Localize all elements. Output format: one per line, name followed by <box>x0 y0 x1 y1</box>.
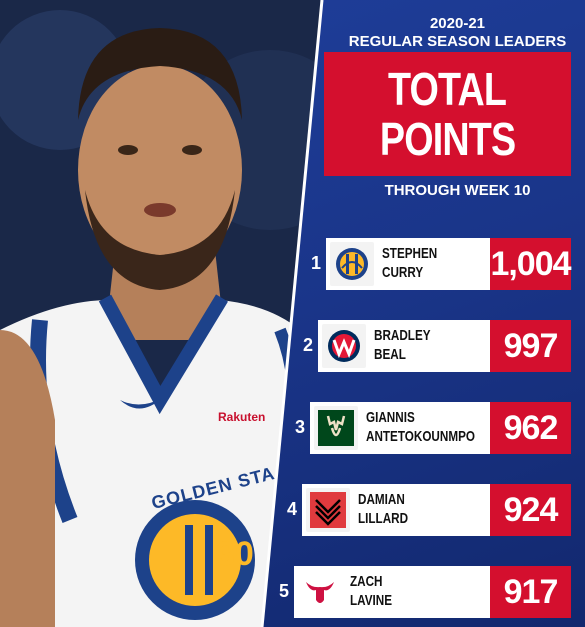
points-value: 917 <box>490 566 571 618</box>
player-first-name: DAMIAN <box>358 491 405 508</box>
title-line-1: TOTAL <box>388 63 507 115</box>
player-name-box: DAMIAN LILLARD <box>302 484 490 536</box>
title-line-2: POINTS <box>379 113 516 165</box>
rank-number: 3 <box>294 417 305 437</box>
player-last-name: LAVINE <box>350 592 393 609</box>
title-banner: TOTAL POINTS <box>324 52 571 176</box>
points-value: 962 <box>490 402 571 454</box>
subtitle-label: REGULAR SEASON LEADERS <box>348 33 567 50</box>
warriors-logo-icon <box>330 242 374 286</box>
player-name-box: STEPHEN CURRY <box>326 238 490 290</box>
leader-row: 1 STEPHEN CURRY 1,004 <box>0 238 585 290</box>
player-name-box: BRADLEY BEAL <box>318 320 490 372</box>
bucks-logo-icon <box>314 406 358 450</box>
trail-blazers-logo-icon <box>306 488 350 532</box>
player-first-name: GIANNIS <box>366 409 415 426</box>
rank-number: 1 <box>310 253 321 273</box>
player-last-name: ANTETOKOUNMPO <box>366 428 475 445</box>
player-first-name: ZACH <box>350 573 383 590</box>
through-week-label: THROUGH WEEK 10 <box>384 182 531 199</box>
rank-number: 5 <box>278 581 289 601</box>
player-name: BRADLEY BEAL <box>374 326 431 364</box>
season-label: 2020-21 <box>429 15 486 32</box>
player-last-name: LILLARD <box>358 510 409 527</box>
player-name-box: GIANNIS ANTETOKOUNMPO <box>310 402 490 454</box>
player-name-box: ZACH LAVINE <box>294 566 490 618</box>
sponsor-patch: Rakuten <box>218 410 266 424</box>
rank-number: 4 <box>286 499 297 519</box>
points-value: 997 <box>490 320 571 372</box>
player-name: GIANNIS ANTETOKOUNMPO <box>366 408 475 446</box>
wizards-logo-icon <box>322 324 366 368</box>
player-first-name: BRADLEY <box>374 327 431 344</box>
jersey-number: 30 <box>216 535 254 573</box>
rank-number: 2 <box>302 335 313 355</box>
leader-row: 4 DAMIAN LILLARD 924 <box>0 484 585 536</box>
player-first-name: STEPHEN <box>382 245 438 262</box>
player-name: STEPHEN CURRY <box>382 244 437 282</box>
bulls-logo-icon <box>298 570 342 614</box>
player-name: ZACH LAVINE <box>350 572 392 610</box>
player-name: DAMIAN LILLARD <box>358 490 408 528</box>
leader-row: 5 ZACH LAVINE 917 <box>0 566 585 618</box>
points-value: 1,004 <box>490 238 572 290</box>
player-last-name: CURRY <box>382 264 424 281</box>
player-last-name: BEAL <box>374 346 406 363</box>
leader-row: 2 BRADLEY BEAL 997 <box>0 320 585 372</box>
leader-row: 3 GIANNIS ANTETOKOUNMPO 962 <box>0 402 585 454</box>
points-value: 924 <box>490 484 571 536</box>
